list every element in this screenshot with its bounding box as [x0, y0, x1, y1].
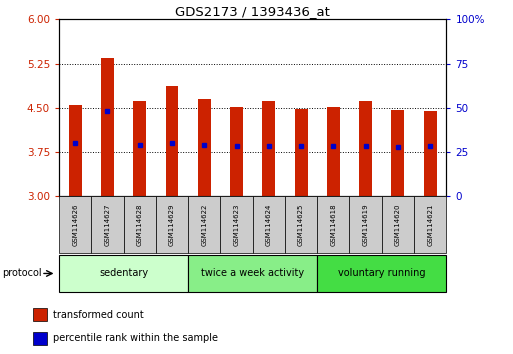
Bar [317, 255, 446, 292]
Text: GSM114625: GSM114625 [298, 204, 304, 246]
Bar [166, 86, 179, 196]
Text: GSM114627: GSM114627 [105, 204, 110, 246]
Bar [391, 110, 404, 196]
Text: GSM114628: GSM114628 [136, 204, 143, 246]
Bar [188, 196, 221, 253]
Text: GSM114626: GSM114626 [72, 204, 78, 246]
Bar [285, 196, 317, 253]
Bar [69, 105, 82, 196]
Bar [156, 196, 188, 253]
Text: percentile rank within the sample: percentile rank within the sample [53, 333, 218, 343]
Title: GDS2173 / 1393436_at: GDS2173 / 1393436_at [175, 5, 330, 18]
Text: voluntary running: voluntary running [338, 268, 425, 279]
Bar [91, 196, 124, 253]
Text: transformed count: transformed count [53, 309, 144, 320]
Text: GSM114629: GSM114629 [169, 204, 175, 246]
Bar [349, 196, 382, 253]
Bar [317, 196, 349, 253]
Bar [262, 101, 275, 196]
Bar [382, 196, 414, 253]
Bar [59, 196, 91, 253]
Text: protocol: protocol [3, 268, 42, 279]
Text: GSM114622: GSM114622 [201, 204, 207, 246]
Bar [59, 255, 188, 292]
Bar [359, 101, 372, 196]
Text: GSM114620: GSM114620 [395, 204, 401, 246]
Bar [252, 196, 285, 253]
Bar [33, 332, 47, 345]
Bar [124, 196, 156, 253]
Bar [188, 255, 317, 292]
Text: GSM114618: GSM114618 [330, 204, 337, 246]
Bar [221, 196, 252, 253]
Bar [294, 109, 307, 196]
Text: GSM114619: GSM114619 [363, 204, 369, 246]
Bar [198, 99, 211, 196]
Text: sedentary: sedentary [99, 268, 148, 279]
Bar [414, 196, 446, 253]
Text: GSM114624: GSM114624 [266, 204, 272, 246]
Text: GSM114621: GSM114621 [427, 204, 433, 246]
Bar [133, 101, 146, 196]
Text: GSM114623: GSM114623 [233, 204, 240, 246]
Text: twice a week activity: twice a week activity [201, 268, 304, 279]
Bar [424, 111, 437, 196]
Bar [327, 107, 340, 196]
Bar [230, 107, 243, 196]
Bar [33, 308, 47, 321]
Bar [101, 58, 114, 196]
